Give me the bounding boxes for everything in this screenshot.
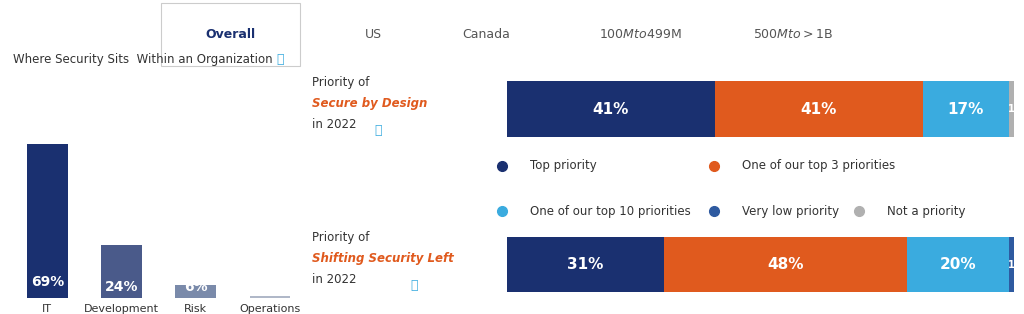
Text: 24%: 24%: [104, 280, 138, 294]
Text: Shifting Security Left: Shifting Security Left: [312, 252, 454, 265]
Text: Not a priority: Not a priority: [887, 205, 966, 218]
Text: ⓘ: ⓘ: [374, 124, 381, 137]
Text: IT: IT: [42, 304, 52, 314]
Bar: [664, 237, 907, 292]
Text: One of our top 10 priorities: One of our top 10 priorities: [530, 205, 691, 218]
Bar: [507, 81, 715, 137]
Text: 69%: 69%: [31, 275, 63, 289]
Text: Overall: Overall: [206, 28, 255, 41]
Text: Secure by Design: Secure by Design: [312, 97, 428, 110]
Bar: [1009, 237, 1014, 292]
Text: 41%: 41%: [801, 102, 837, 116]
Text: 48%: 48%: [767, 257, 804, 272]
Text: 6%: 6%: [184, 280, 208, 294]
Text: Risk: Risk: [184, 304, 208, 314]
Bar: [1009, 81, 1014, 137]
Text: Top priority: Top priority: [530, 159, 597, 172]
Text: in 2022: in 2022: [312, 273, 356, 286]
Text: Priority of: Priority of: [312, 231, 370, 244]
Text: 41%: 41%: [593, 102, 629, 116]
Text: One of our top 3 priorities: One of our top 3 priorities: [742, 159, 896, 172]
Bar: [923, 81, 1009, 137]
Text: Canada: Canada: [463, 28, 510, 41]
Text: ⓘ: ⓘ: [411, 279, 419, 292]
Text: Very low priority: Very low priority: [742, 205, 840, 218]
Bar: [715, 81, 923, 137]
FancyBboxPatch shape: [161, 3, 300, 66]
Text: 20%: 20%: [940, 257, 976, 272]
Text: $100M to $499M: $100M to $499M: [599, 28, 681, 41]
Text: 31%: 31%: [567, 257, 603, 272]
Text: Operations: Operations: [240, 304, 301, 314]
Bar: [175, 285, 216, 298]
Bar: [250, 296, 291, 298]
Text: Development: Development: [84, 304, 159, 314]
Text: 1: 1: [1008, 260, 1015, 269]
Bar: [507, 237, 664, 292]
Bar: [27, 144, 68, 298]
Text: Priority of: Priority of: [312, 76, 370, 89]
Text: 1%: 1%: [258, 280, 282, 294]
Bar: [101, 245, 142, 298]
Bar: [907, 237, 1009, 292]
Text: 1: 1: [1008, 104, 1015, 114]
Text: Where Security Sits  Within an Organization: Where Security Sits Within an Organizati…: [13, 53, 272, 67]
Text: ⓘ: ⓘ: [276, 53, 284, 66]
Text: $500M to > $1B: $500M to > $1B: [754, 28, 834, 41]
Text: 17%: 17%: [947, 102, 984, 116]
Text: US: US: [366, 28, 382, 41]
Text: in 2022: in 2022: [312, 118, 356, 131]
